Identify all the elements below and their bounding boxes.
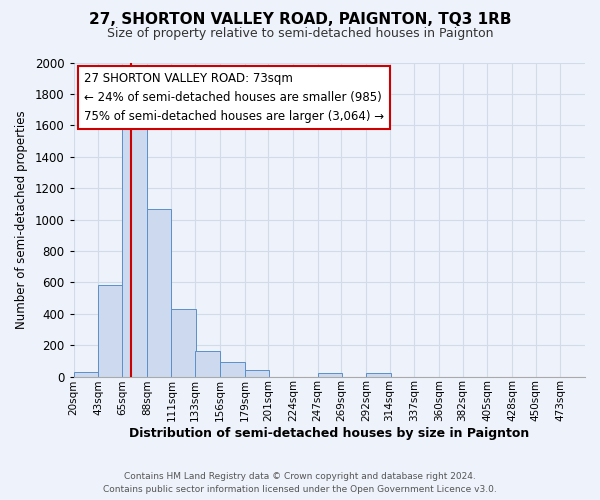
Bar — [98, 286, 123, 376]
Bar — [366, 372, 391, 376]
Bar — [245, 370, 269, 376]
Text: 27, SHORTON VALLEY ROAD, PAIGNTON, TQ3 1RB: 27, SHORTON VALLEY ROAD, PAIGNTON, TQ3 1… — [89, 12, 511, 28]
Bar — [195, 352, 220, 376]
Text: Size of property relative to semi-detached houses in Paignton: Size of property relative to semi-detach… — [107, 28, 493, 40]
Bar — [172, 309, 196, 376]
X-axis label: Distribution of semi-detached houses by size in Paignton: Distribution of semi-detached houses by … — [129, 427, 529, 440]
Bar — [122, 112, 147, 376]
Bar — [220, 362, 245, 376]
Text: Contains HM Land Registry data © Crown copyright and database right 2024.
Contai: Contains HM Land Registry data © Crown c… — [103, 472, 497, 494]
Bar — [74, 372, 98, 376]
Bar — [317, 372, 342, 376]
Text: 27 SHORTON VALLEY ROAD: 73sqm
← 24% of semi-detached houses are smaller (985)
75: 27 SHORTON VALLEY ROAD: 73sqm ← 24% of s… — [84, 72, 384, 123]
Bar — [147, 208, 172, 376]
Y-axis label: Number of semi-detached properties: Number of semi-detached properties — [15, 110, 28, 329]
